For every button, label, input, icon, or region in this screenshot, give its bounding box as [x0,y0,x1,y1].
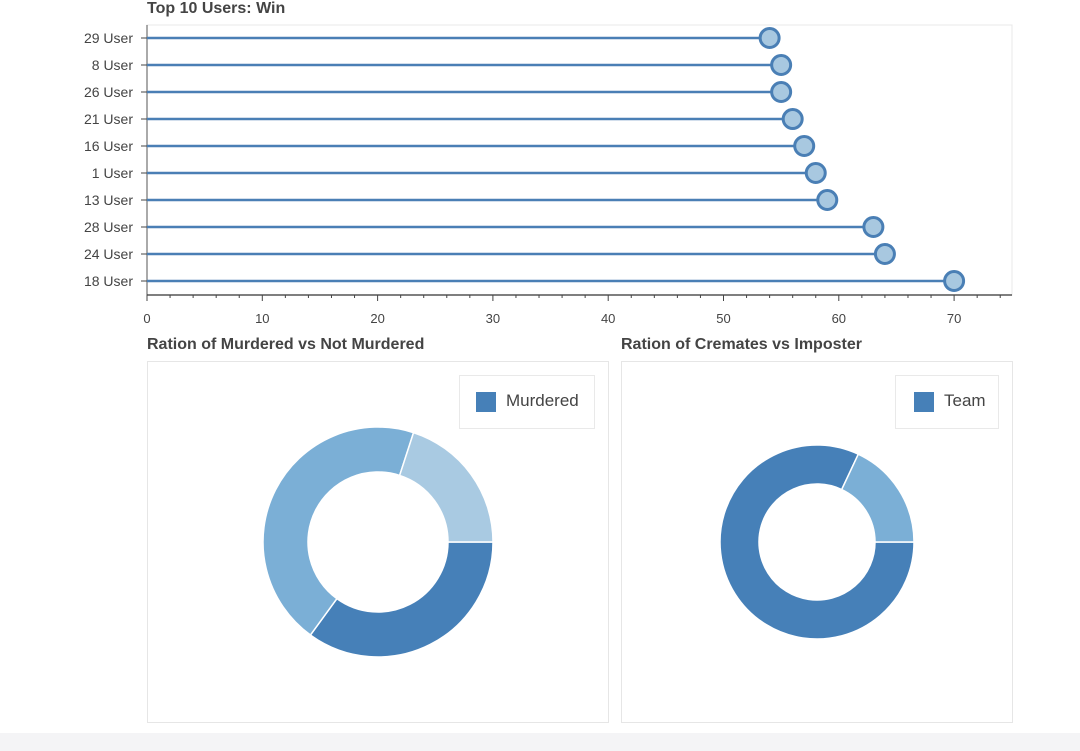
y-tick-label: 8 User [92,57,134,73]
y-tick-label: 28 User [84,219,133,235]
x-tick-label: 60 [832,311,846,326]
x-tick-label: 0 [143,311,150,326]
y-tick-label: 16 User [84,138,133,154]
donut-murdered-title: Ration of Murdered vs Not Murdered [147,336,425,353]
y-tick-label: 29 User [84,30,133,46]
x-tick-label: 40 [601,311,615,326]
donut-slice [719,444,915,640]
page-bottom-band [0,733,1080,751]
legend-label-team: Team [944,391,986,410]
donut-team-chart [719,444,915,640]
donut-murdered-chart [262,426,494,658]
donut-team-title: Ration of Cremates vs Imposter [621,336,862,353]
x-tick-label: 30 [486,311,500,326]
lollipop-chart: 0 10 20 30 40 50 60 70 29 User 8 User 26 User 21 Us… [84,24,1013,326]
lollipop-marker [770,81,793,103]
lollipop-marker [804,162,827,184]
lollipop-marker [816,189,839,211]
x-tick-label: 50 [716,311,730,326]
x-tick-label: 20 [370,311,384,326]
lollipop-marker [770,54,793,76]
donut-team-legend: Team [895,375,999,429]
x-tick-label: 70 [947,311,961,326]
legend-swatch-murdered [476,392,496,412]
x-tick-label: 10 [255,311,269,326]
donut-slice [262,426,415,637]
donut-slice [309,541,494,658]
lollipop-marker [862,216,885,238]
y-tick-label: 18 User [84,273,133,289]
donut-team-panel: Team [621,361,1013,723]
y-tick-label: 24 User [84,246,133,262]
y-tick-label: 1 User [92,165,134,181]
lollipop-marker [758,27,781,49]
lollipop-marker [793,135,816,157]
legend-swatch-team [914,392,934,412]
y-tick-label: 21 User [84,111,133,127]
y-tick-label: 13 User [84,192,133,208]
donut-slice [398,431,494,543]
y-tick-label: 26 User [84,84,133,100]
donut-murdered-panel: Murdered [147,361,609,723]
lollipop-marker [781,108,804,130]
lollipop-marker [873,243,896,265]
lollipop-marker [943,270,966,292]
legend-label-murdered: Murdered [506,391,579,410]
lollipop-chart-title: Top 10 Users: Win [147,0,286,17]
donut-murdered-legend: Murdered [459,375,595,429]
donut-slice [840,453,915,543]
